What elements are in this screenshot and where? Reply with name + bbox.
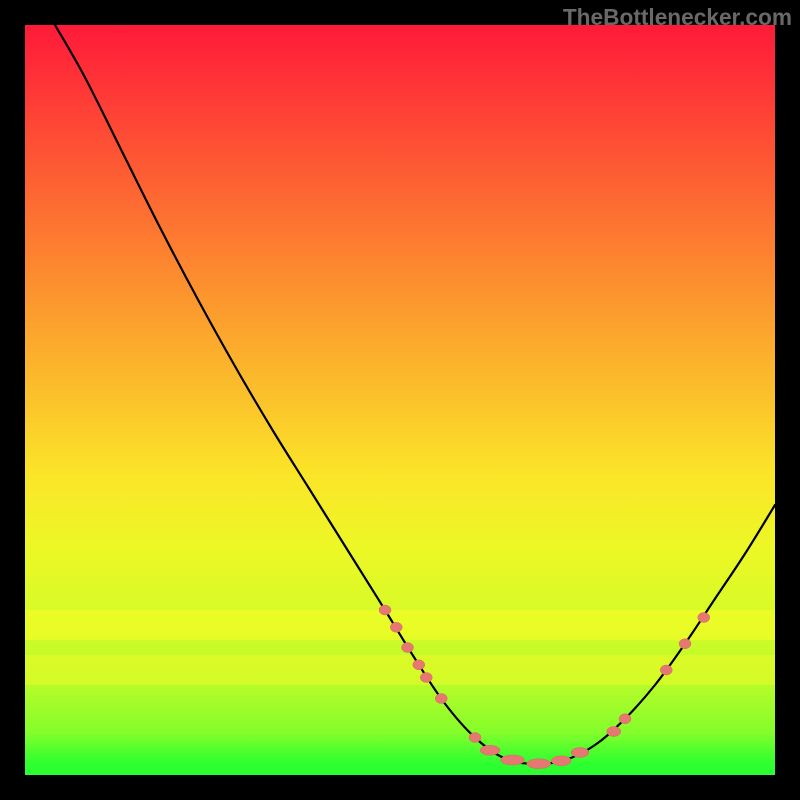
data-marker [527, 759, 551, 769]
data-marker [660, 665, 672, 675]
data-marker [480, 745, 500, 755]
data-marker [607, 727, 621, 737]
plot-area [25, 25, 775, 775]
data-marker [379, 605, 391, 615]
data-marker [420, 673, 432, 683]
watermark-text: TheBottlenecker.com [563, 4, 792, 31]
data-marker [698, 613, 710, 623]
data-marker [501, 755, 525, 765]
data-marker [571, 748, 589, 758]
chart-container: TheBottlenecker.com [0, 0, 800, 800]
data-marker [679, 639, 691, 649]
data-marker [390, 622, 402, 632]
data-marker [469, 733, 481, 743]
data-marker [435, 694, 447, 704]
data-marker [551, 756, 571, 766]
data-marker [413, 660, 425, 670]
plot-svg [25, 25, 775, 775]
data-marker [402, 643, 414, 653]
data-marker [619, 714, 631, 724]
